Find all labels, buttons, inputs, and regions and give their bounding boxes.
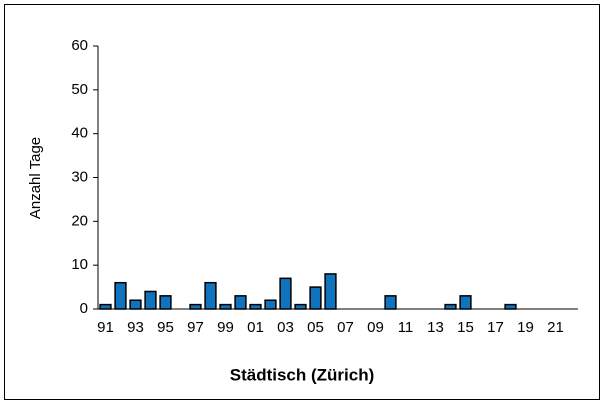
bar bbox=[99, 303, 112, 310]
x-tick-label: 99 bbox=[217, 319, 234, 336]
y-tick-label: 0 bbox=[80, 300, 88, 317]
bar bbox=[444, 303, 457, 310]
x-tick-label: 93 bbox=[127, 319, 144, 336]
x-tick-label: 17 bbox=[487, 319, 504, 336]
x-tick-label: 19 bbox=[517, 319, 534, 336]
x-tick-label: 01 bbox=[247, 319, 264, 336]
bar bbox=[204, 281, 217, 310]
x-tick-label: 91 bbox=[97, 319, 114, 336]
bar bbox=[234, 295, 247, 310]
y-tick-label: 60 bbox=[71, 37, 88, 54]
x-tick-label: 07 bbox=[337, 319, 354, 336]
bar bbox=[129, 299, 142, 310]
x-tick-label: 03 bbox=[277, 319, 294, 336]
x-tick-label: 09 bbox=[367, 319, 384, 336]
bar bbox=[384, 295, 397, 310]
x-tick-label: 05 bbox=[307, 319, 324, 336]
bar bbox=[114, 281, 127, 310]
x-tick-label: 97 bbox=[187, 319, 204, 336]
bar bbox=[324, 273, 337, 310]
bar bbox=[459, 295, 472, 310]
bar bbox=[219, 303, 232, 310]
x-tick-label: 11 bbox=[398, 319, 414, 336]
bar bbox=[279, 277, 292, 310]
bar bbox=[159, 295, 172, 310]
y-axis-label: Anzahl Tage bbox=[27, 137, 44, 219]
y-tick-label: 20 bbox=[71, 212, 88, 229]
y-tick-label: 30 bbox=[71, 168, 88, 185]
x-tick-label: 95 bbox=[157, 319, 174, 336]
frame bbox=[4, 4, 600, 400]
x-axis-label: Städtisch (Zürich) bbox=[230, 365, 375, 384]
y-tick-label: 50 bbox=[71, 81, 88, 98]
bar bbox=[249, 303, 262, 310]
bar bbox=[189, 303, 202, 310]
bar bbox=[144, 290, 157, 310]
bar bbox=[264, 299, 277, 310]
x-tick-label: 15 bbox=[457, 319, 474, 336]
y-tick-label: 40 bbox=[71, 125, 88, 142]
bar bbox=[294, 303, 307, 310]
x-tick-label: 13 bbox=[427, 319, 444, 336]
y-tick-label: 10 bbox=[71, 256, 88, 273]
x-tick-label: 21 bbox=[547, 319, 564, 336]
bar bbox=[504, 303, 517, 310]
bar bbox=[309, 286, 322, 310]
